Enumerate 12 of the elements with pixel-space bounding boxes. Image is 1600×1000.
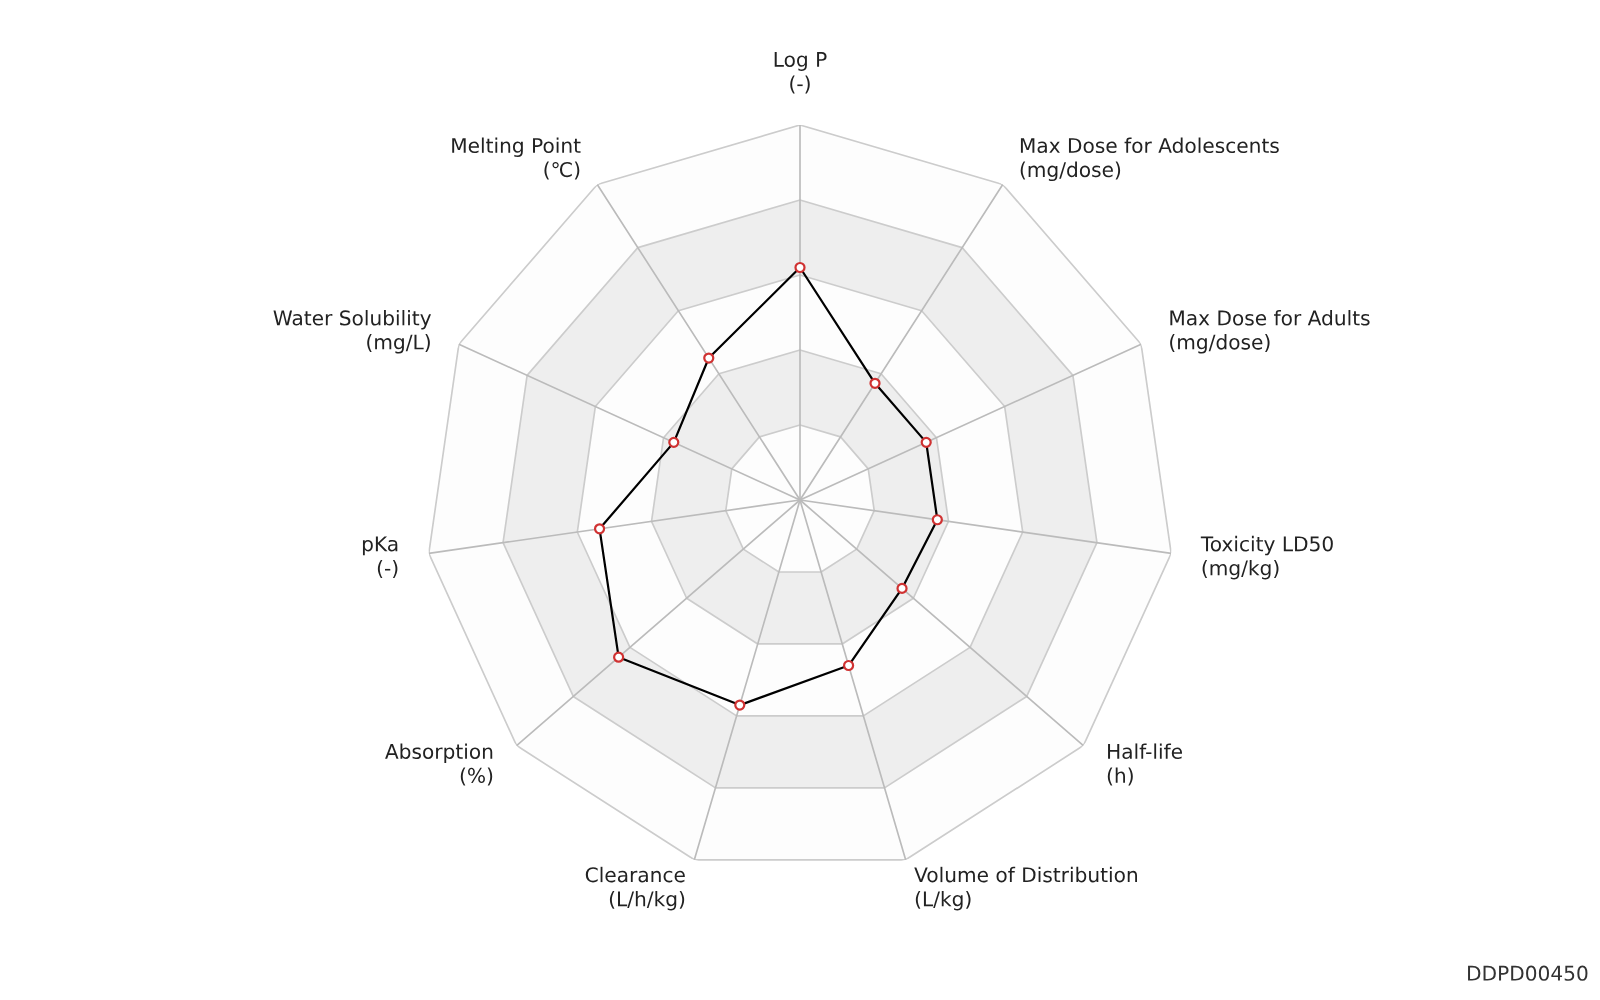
spoke-label: Clearance (L/h/kg) [585,866,685,911]
spoke-label: Toxicity LD50 (mg/kg) [1200,535,1333,580]
spoke-label: Max Dose for Adults (mg/dose) [1170,309,1370,354]
spoke-label: Melting Point (℃) [452,137,581,180]
text: DDPD00450 [1468,965,1588,981]
spoke-label: Volume of Distribution (L/kg) [914,866,1137,911]
spoke-label: Half-life (h) [1107,743,1183,786]
spoke-label: Max Dose for Adolescents (mg/dose) [1020,137,1279,182]
spoke-label: pKa (-) [362,536,398,578]
spoke-label: Water Solubility (mg/L) [273,309,431,354]
spoke-label: Log P (-) [774,52,827,94]
spoke-label: Absorption (%) [385,743,493,786]
